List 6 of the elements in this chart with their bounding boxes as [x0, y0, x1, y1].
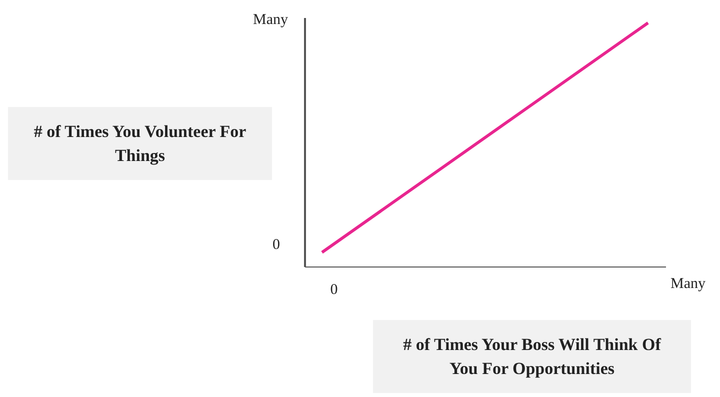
text: Many [670, 276, 706, 293]
annotation: 0 [272, 237, 280, 254]
y-axis-title: # of Times You Volunteer For Things [8, 107, 272, 180]
annotation: Many [252, 12, 288, 29]
text: 0 [329, 282, 339, 299]
x-axis-title: # of Times Your Boss Will Think Of You For Opportunities [373, 320, 691, 393]
